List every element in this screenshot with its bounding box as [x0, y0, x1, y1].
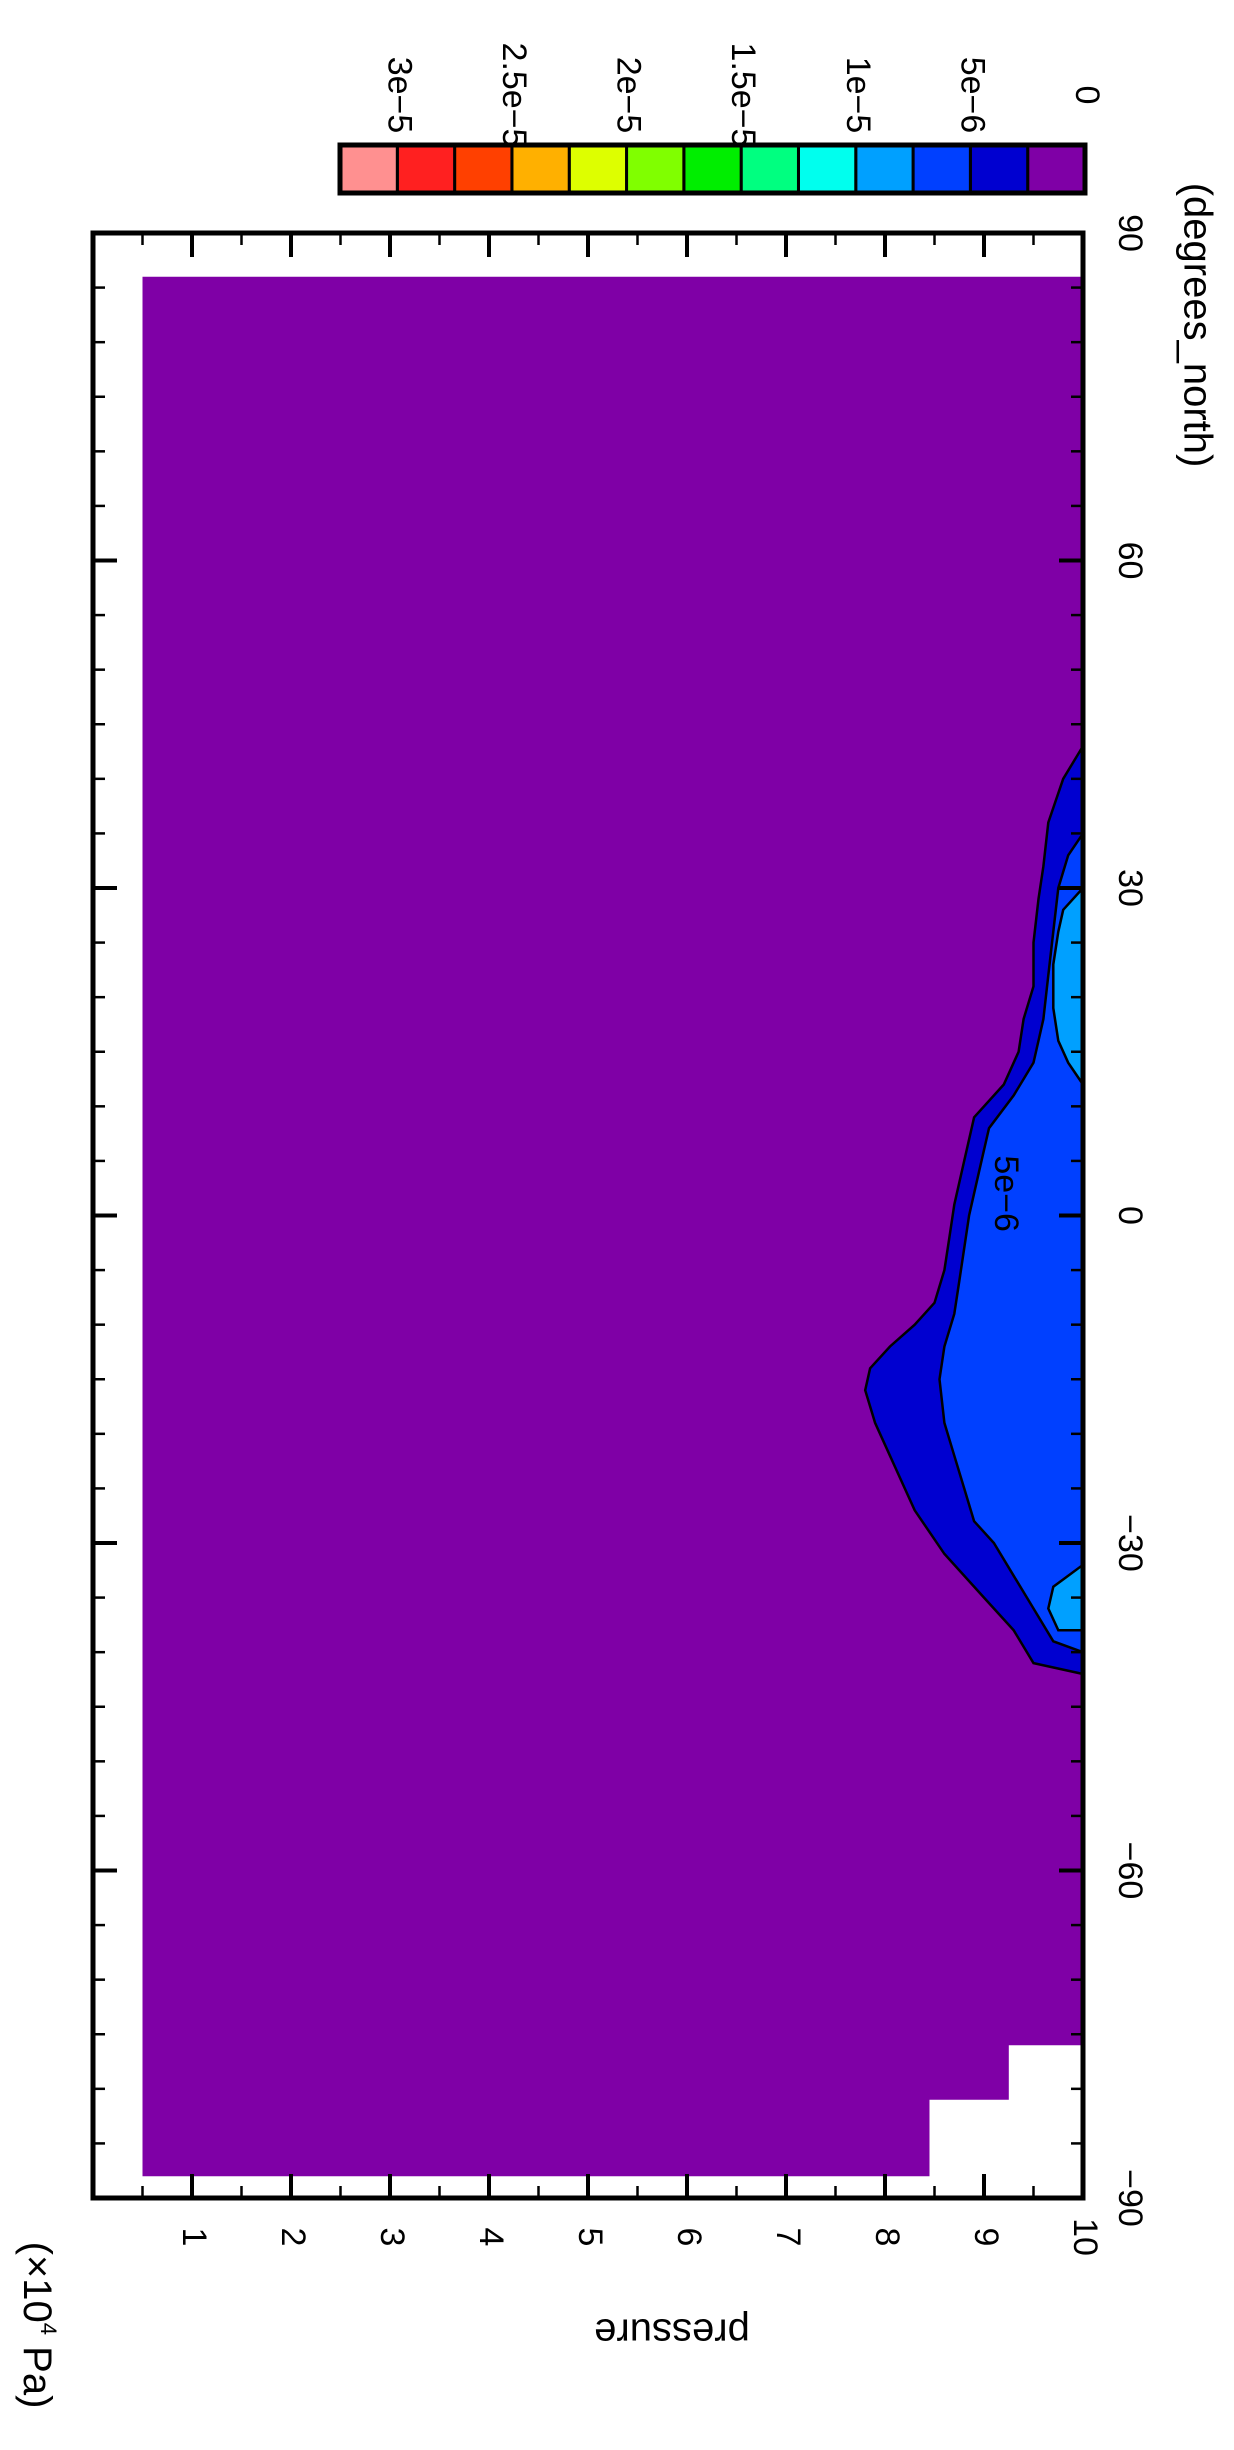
axes: −90 −60 −30 0 30 60 90 1 2 3 4 5 6 7 8 9 10: [90, 214, 1149, 2256]
colorbar-tick-label: 2.5e−5: [495, 43, 533, 148]
x-tick-label: −60: [1111, 1842, 1149, 1900]
y-tick-label: 6: [670, 2228, 708, 2247]
y-unit-exponent: 4: [36, 2323, 61, 2335]
colorbar-tick-label: 1.5e−5: [724, 43, 762, 148]
y-axis-title: pressure: [594, 2310, 750, 2354]
y-tick-label: 10: [1066, 2218, 1104, 2256]
contour-level-2-1: [938, 829, 1085, 1654]
colorbar-swatch: [338, 143, 399, 195]
colorbar-swatch: [453, 143, 514, 195]
x-tick-label: 0: [1111, 1206, 1149, 1225]
colorbar-swatch: [1026, 143, 1087, 195]
colorbar-tick-label: 1e−5: [839, 57, 877, 134]
y-tick-label: 7: [769, 2228, 807, 2247]
colorbar-swatch: [567, 143, 629, 195]
colorbar-tick-label: 5e−6: [953, 57, 991, 134]
colorbar-swatch: [739, 143, 800, 195]
y-unit-prefix: (×10: [15, 2242, 59, 2323]
colorbar-tick-label: 0: [1068, 86, 1106, 105]
colorbar-swatch: [911, 143, 972, 195]
x-tick-label: 60: [1111, 542, 1149, 580]
x-tick-label: −90: [1111, 2169, 1149, 2227]
colorbar-swatch: [968, 143, 1030, 195]
colorbar-swatch: [625, 143, 686, 195]
colorbar-swatch: [510, 143, 571, 195]
y-tick-label: 5: [571, 2228, 609, 2247]
x-axis-title: (degrees_north): [1175, 183, 1219, 468]
colorbar-tick-label: 3e−5: [380, 57, 418, 134]
colorbar-frame: [337, 142, 1088, 196]
colorbar-swatch: [395, 143, 457, 195]
plot-area: 5e−6: [142, 276, 1085, 2177]
colorbar-swatch: [796, 143, 858, 195]
y-tick-label: 4: [472, 2228, 510, 2247]
y-axis-unit: (×104 Pa): [15, 2242, 61, 2409]
colorbar: 0 5e−6 1e−5 1.5e−5 2e−5 2.5e−5 3e−5: [337, 43, 1106, 196]
contour-level-3-3: [1052, 884, 1085, 1089]
x-tick-label: 90: [1111, 214, 1149, 252]
y-tick-label: 9: [967, 2228, 1005, 2247]
contour-level-0: [142, 276, 1083, 2177]
colorbar-tick-label: 2e−5: [610, 57, 648, 134]
y-tick-label: 2: [274, 2228, 312, 2247]
y-tick-label: 1: [175, 2228, 213, 2247]
y-unit-suffix: Pa): [15, 2335, 59, 2408]
colorbar-swatch: [854, 143, 915, 195]
x-tick-label: 30: [1111, 869, 1149, 907]
contour-label: 5e−6: [987, 1155, 1025, 1232]
x-tick-label: −30: [1111, 1514, 1149, 1572]
colorbar-swatch: [682, 143, 743, 195]
y-tick-label: 8: [868, 2228, 906, 2247]
y-tick-label: 3: [373, 2228, 411, 2247]
